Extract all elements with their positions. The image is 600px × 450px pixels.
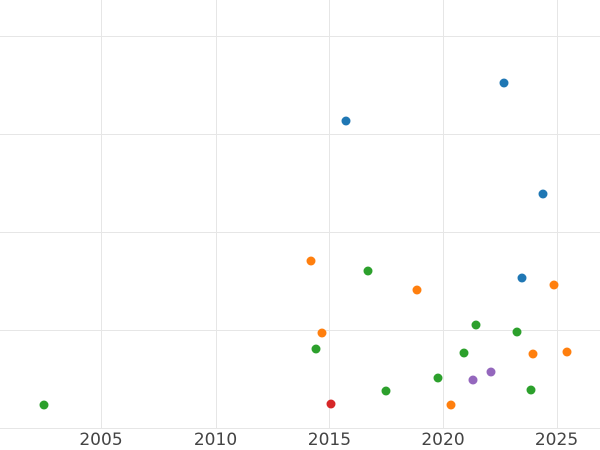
scatter-point-red bbox=[326, 399, 336, 409]
scatter-point-orange bbox=[528, 349, 538, 359]
scatter-point-orange bbox=[317, 328, 327, 338]
scatter-point-purple bbox=[468, 375, 478, 385]
vertical-gridline bbox=[556, 0, 558, 428]
vertical-gridline bbox=[101, 0, 102, 428]
scatter-point-green bbox=[363, 266, 373, 276]
scatter-point-blue bbox=[499, 78, 509, 88]
scatter-point-green bbox=[39, 400, 49, 410]
scatter-point-orange bbox=[412, 285, 422, 295]
scatter-point-green bbox=[471, 320, 481, 330]
x-tick-label-2025: 2025 bbox=[534, 430, 579, 450]
scatter-point-green bbox=[311, 344, 321, 354]
scatter-point-green bbox=[433, 373, 443, 383]
scatter-point-green bbox=[381, 386, 391, 396]
scatter-point-blue bbox=[341, 116, 351, 126]
vertical-gridline bbox=[215, 0, 217, 428]
scatter-point-green bbox=[459, 348, 469, 358]
horizontal-gridline bbox=[0, 330, 600, 331]
x-tick-label-2005: 2005 bbox=[79, 430, 123, 450]
scatter-point-orange bbox=[446, 400, 456, 410]
scatter-point-green bbox=[512, 327, 522, 337]
horizontal-gridline bbox=[0, 232, 600, 233]
x-tick-label-2010: 2010 bbox=[193, 430, 238, 450]
scatter-point-orange bbox=[306, 256, 316, 266]
horizontal-gridline bbox=[0, 36, 600, 37]
scatter-point-blue bbox=[517, 273, 527, 283]
scatter-point-purple bbox=[486, 367, 496, 377]
horizontal-gridline bbox=[0, 134, 600, 135]
vertical-gridline bbox=[443, 0, 444, 428]
scatter-point-blue bbox=[538, 189, 548, 199]
scatter-point-green bbox=[526, 385, 536, 395]
x-tick-label-2015: 2015 bbox=[307, 430, 352, 450]
x-tick-label-2020: 2020 bbox=[421, 430, 465, 450]
horizontal-gridline bbox=[0, 428, 600, 429]
scatter-point-orange bbox=[562, 347, 572, 357]
scatter-point-orange bbox=[549, 280, 559, 290]
vertical-gridline bbox=[329, 0, 331, 428]
